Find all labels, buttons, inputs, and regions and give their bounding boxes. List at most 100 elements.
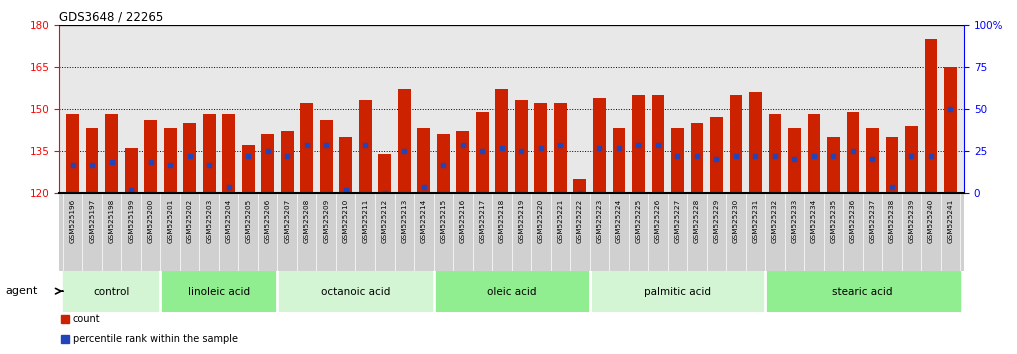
Bar xyxy=(691,123,703,193)
Text: GSM525239: GSM525239 xyxy=(908,199,914,244)
Text: GSM525237: GSM525237 xyxy=(870,199,876,244)
Bar xyxy=(612,129,625,193)
Text: GSM525217: GSM525217 xyxy=(479,199,485,244)
Bar xyxy=(632,95,645,193)
Bar xyxy=(574,179,586,193)
Text: oleic acid: oleic acid xyxy=(487,287,536,297)
Text: GSM525223: GSM525223 xyxy=(596,199,602,244)
Text: GSM525234: GSM525234 xyxy=(811,199,817,244)
Bar xyxy=(223,114,235,193)
Text: GSM525214: GSM525214 xyxy=(421,199,427,244)
Bar xyxy=(161,271,278,312)
Text: GSM525218: GSM525218 xyxy=(498,199,504,244)
Bar xyxy=(378,154,392,193)
Text: GSM525229: GSM525229 xyxy=(713,199,719,244)
Text: GSM525198: GSM525198 xyxy=(109,199,115,244)
Bar xyxy=(457,131,469,193)
Bar xyxy=(769,114,781,193)
Bar xyxy=(710,117,723,193)
Text: GSM525209: GSM525209 xyxy=(323,199,330,244)
Bar xyxy=(125,148,137,193)
Bar xyxy=(278,271,433,312)
Text: GSM525230: GSM525230 xyxy=(733,199,739,244)
Text: GSM525200: GSM525200 xyxy=(147,199,154,244)
Text: GSM525212: GSM525212 xyxy=(381,199,387,244)
Text: GSM525224: GSM525224 xyxy=(616,199,621,244)
Text: GSM525233: GSM525233 xyxy=(791,199,797,244)
Bar xyxy=(164,129,177,193)
Text: GSM525216: GSM525216 xyxy=(460,199,466,244)
Text: GSM525210: GSM525210 xyxy=(343,199,349,244)
Text: GSM525226: GSM525226 xyxy=(655,199,661,244)
Text: GSM525235: GSM525235 xyxy=(831,199,836,244)
Bar xyxy=(652,95,664,193)
Text: GSM525207: GSM525207 xyxy=(284,199,290,244)
Text: GSM525213: GSM525213 xyxy=(402,199,407,244)
Bar xyxy=(554,103,566,193)
Bar xyxy=(729,95,742,193)
Bar xyxy=(765,271,960,312)
Text: GSM525203: GSM525203 xyxy=(206,199,213,244)
Text: count: count xyxy=(73,314,101,324)
Text: GSM525211: GSM525211 xyxy=(362,199,368,244)
Text: GSM525197: GSM525197 xyxy=(89,199,96,244)
Bar xyxy=(61,315,69,323)
Bar xyxy=(905,126,917,193)
Text: GSM525225: GSM525225 xyxy=(636,199,642,244)
Text: GSM525240: GSM525240 xyxy=(928,199,934,244)
Text: GSM525206: GSM525206 xyxy=(264,199,271,244)
Text: control: control xyxy=(94,287,130,297)
Text: GSM525232: GSM525232 xyxy=(772,199,778,244)
Bar xyxy=(515,101,528,193)
Text: octanoic acid: octanoic acid xyxy=(320,287,391,297)
Text: agent: agent xyxy=(5,286,38,296)
Bar xyxy=(807,114,821,193)
Text: GSM525228: GSM525228 xyxy=(694,199,700,244)
Bar xyxy=(281,131,294,193)
Text: GSM525204: GSM525204 xyxy=(226,199,232,244)
Bar xyxy=(671,129,683,193)
Bar xyxy=(261,134,274,193)
Text: GSM525201: GSM525201 xyxy=(167,199,173,244)
Bar xyxy=(61,335,69,343)
Text: GDS3648 / 22265: GDS3648 / 22265 xyxy=(59,11,164,24)
Bar xyxy=(398,89,411,193)
Bar xyxy=(886,137,898,193)
Text: GSM525231: GSM525231 xyxy=(753,199,759,244)
Text: percentile rank within the sample: percentile rank within the sample xyxy=(73,334,238,344)
Bar xyxy=(320,120,333,193)
Text: GSM525236: GSM525236 xyxy=(850,199,856,244)
Bar xyxy=(63,271,161,312)
Bar xyxy=(144,120,157,193)
Bar xyxy=(866,129,879,193)
Bar xyxy=(242,145,254,193)
Text: GSM525219: GSM525219 xyxy=(519,199,525,244)
Text: GSM525208: GSM525208 xyxy=(304,199,310,244)
Bar xyxy=(183,123,196,193)
Bar xyxy=(535,103,547,193)
Bar xyxy=(944,67,957,193)
Bar xyxy=(827,137,840,193)
Bar xyxy=(417,129,430,193)
Text: stearic acid: stearic acid xyxy=(833,287,893,297)
Bar xyxy=(202,114,216,193)
Text: GSM525205: GSM525205 xyxy=(245,199,251,244)
Bar xyxy=(359,101,371,193)
Bar xyxy=(340,137,352,193)
Bar xyxy=(106,114,118,193)
Bar xyxy=(788,129,800,193)
Text: GSM525196: GSM525196 xyxy=(69,199,75,244)
Bar xyxy=(85,129,99,193)
Text: palmitic acid: palmitic acid xyxy=(644,287,711,297)
Text: GSM525202: GSM525202 xyxy=(187,199,192,244)
Bar xyxy=(846,112,859,193)
Bar xyxy=(66,114,79,193)
Bar xyxy=(476,112,488,193)
Text: GSM525199: GSM525199 xyxy=(128,199,134,244)
Bar xyxy=(750,92,762,193)
Text: GSM525221: GSM525221 xyxy=(557,199,563,244)
Bar xyxy=(593,98,606,193)
Bar xyxy=(590,271,765,312)
Bar xyxy=(300,103,313,193)
Bar xyxy=(924,39,938,193)
